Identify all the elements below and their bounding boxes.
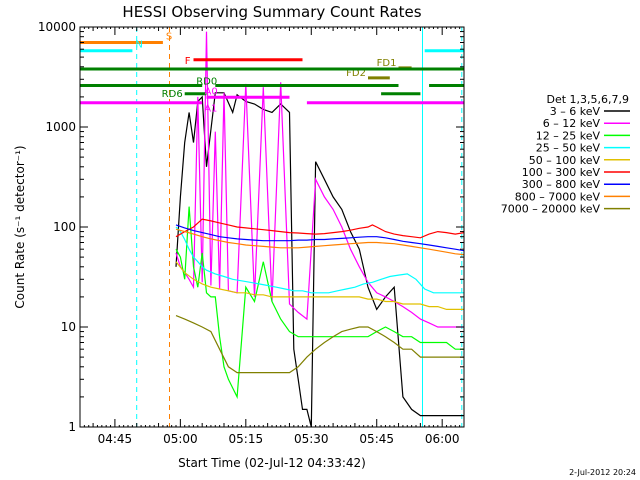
y-tick-label-2: 100	[53, 220, 76, 234]
series-line-6	[175, 224, 464, 252]
flag-bars: S N F FD1 FD2 RD0 RD6 A0 A1	[80, 32, 464, 115]
x-tick-label-4: 05:45	[359, 432, 394, 446]
legend-label-6: 300 – 800 keV	[522, 178, 601, 191]
series-line-3	[175, 226, 464, 294]
flag-label-fd2: FD2	[346, 68, 366, 79]
legend-label-0: 3 – 6 keV	[550, 105, 601, 118]
x-tick-label-5: 06:00	[425, 432, 460, 446]
series-line-8	[175, 315, 464, 374]
y-tick-label-0: 1	[68, 420, 76, 434]
legend-label-8: 7000 – 20000 keV	[501, 203, 601, 216]
y-axis-label: Count Rate (s⁻¹ detector⁻¹)	[13, 145, 27, 308]
series-line-5	[175, 218, 464, 239]
legend-label-3: 25 – 50 keV	[536, 142, 601, 155]
series-line-4	[175, 261, 464, 310]
flag-label-rd0: RD0	[196, 77, 217, 88]
flag-label-f: F	[185, 56, 191, 67]
y-tick-label-4: 10000	[38, 20, 76, 34]
flag-label-n: N	[135, 40, 142, 51]
axes: 04:45 05:00 05:15 05:30 05:45 06:00 1 10 100 1000…	[38, 20, 465, 446]
y-tick-label-1: 10	[61, 320, 76, 334]
x-axis-label: Start Time (02-Jul-12 04:33:42)	[178, 456, 366, 470]
legend-label-4: 50 – 100 keV	[529, 154, 601, 167]
series-line-2	[175, 206, 464, 400]
x-tick-label-0: 04:45	[98, 432, 133, 446]
flag-label-s: S	[166, 32, 172, 43]
flag-label-rd6: RD6	[162, 89, 183, 100]
series-layer	[175, 31, 464, 427]
x-tick-label-3: 05:30	[294, 432, 329, 446]
flag-label-fd1: FD1	[377, 58, 397, 69]
flag-label-a1: A1	[204, 104, 217, 115]
series-line-1	[175, 31, 464, 328]
legend-title: Det 1,3,5,6,7,9	[546, 93, 629, 106]
legend-label-7: 800 – 7000 keV	[515, 190, 601, 203]
chart-title: HESSI Observing Summary Count Rates	[122, 3, 421, 21]
flag-label-a0: A0	[205, 86, 218, 97]
x-tick-label-1: 05:00	[163, 432, 198, 446]
series-line-7	[175, 228, 464, 256]
timestamp: 2-Jul-2012 20:24	[569, 468, 636, 477]
legend-label-5: 100 – 300 keV	[522, 166, 601, 179]
y-tick-label-3: 1000	[45, 120, 76, 134]
legend-label-1: 6 – 12 keV	[543, 117, 601, 130]
legend-label-2: 12 – 25 keV	[536, 129, 601, 142]
x-tick-label-2: 05:15	[229, 432, 264, 446]
